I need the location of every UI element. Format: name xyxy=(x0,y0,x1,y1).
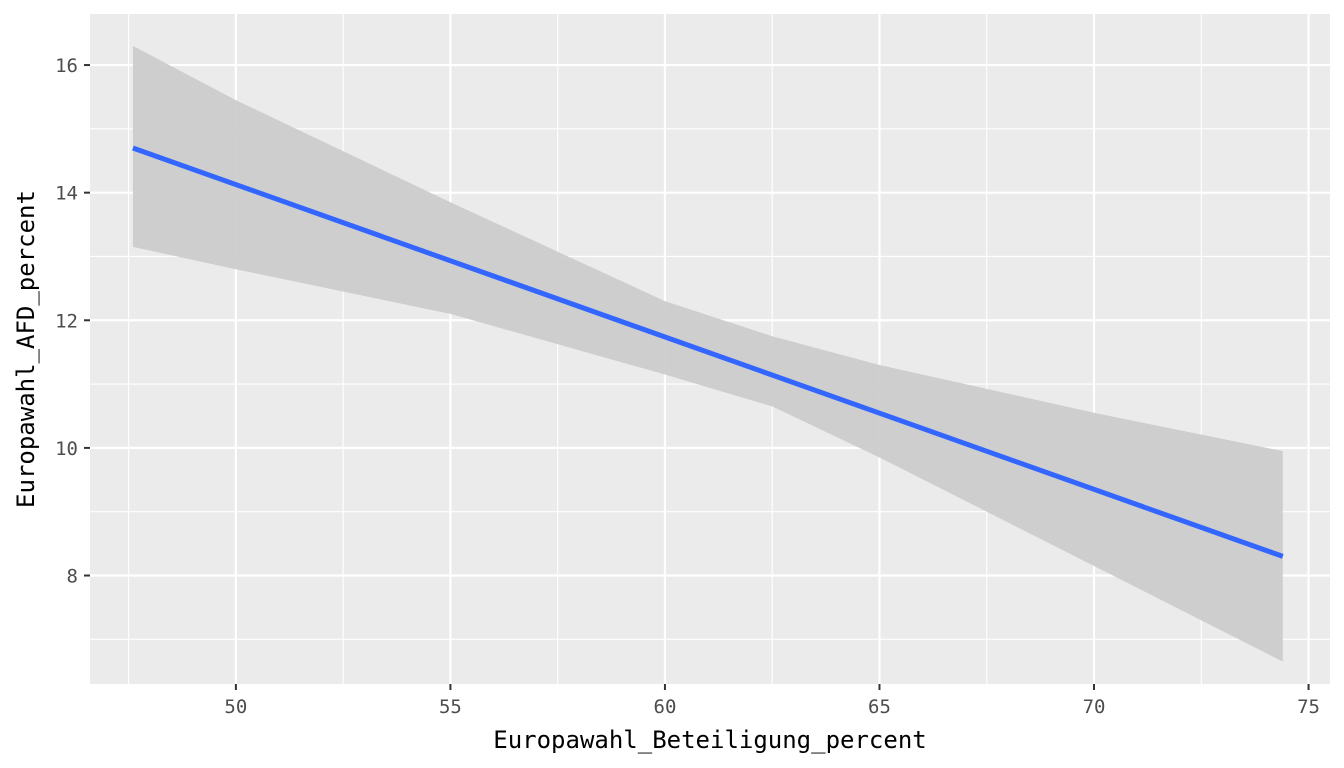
x-tick-label: 60 xyxy=(654,696,677,718)
y-tick-label: 12 xyxy=(55,310,78,332)
x-tick-label: 70 xyxy=(1083,696,1106,718)
x-tick-label: 50 xyxy=(224,696,247,718)
y-tick-label: 8 xyxy=(67,566,78,588)
y-axis-title: Europawahl_AFD_percent xyxy=(12,190,40,508)
x-tick-label: 75 xyxy=(1297,696,1320,718)
y-tick-label: 16 xyxy=(55,55,78,77)
y-axis: 8 10 12 14 16 xyxy=(55,55,90,588)
x-axis: 50 55 60 65 70 75 xyxy=(224,684,1320,718)
x-axis-title: Europawahl_Beteiligung_percent xyxy=(493,726,926,754)
minor-gridlines xyxy=(90,14,1330,684)
y-tick-label: 10 xyxy=(55,438,78,460)
x-tick-label: 65 xyxy=(868,696,891,718)
y-tick-label: 14 xyxy=(55,183,78,205)
regression-line xyxy=(132,145,1284,559)
x-tick-label: 55 xyxy=(439,696,462,718)
